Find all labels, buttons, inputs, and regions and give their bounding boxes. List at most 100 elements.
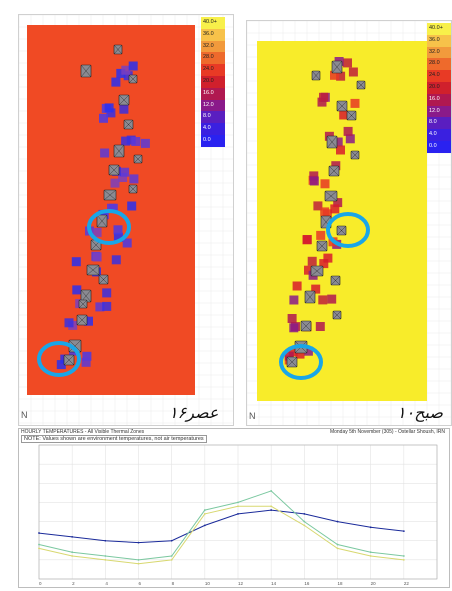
x-tick-label: 16 <box>304 581 310 586</box>
corridor-cell <box>348 67 358 77</box>
series-point <box>303 513 306 515</box>
corridor-cell <box>333 198 343 208</box>
series-line <box>38 509 404 544</box>
series-line <box>38 490 404 561</box>
series-point <box>402 555 405 557</box>
legend-entry: 32.0 <box>427 46 451 59</box>
legend-entry: 24.0 <box>427 70 451 82</box>
building-hatch <box>331 60 343 74</box>
corridor-cell <box>123 71 133 81</box>
building-hatch <box>128 74 138 84</box>
building-hatch <box>336 100 348 112</box>
highlight-circle <box>279 344 323 380</box>
corridor-cell <box>113 225 123 235</box>
building-hatch <box>113 144 125 158</box>
corridor-cell <box>140 138 150 148</box>
corridor-cell <box>71 257 81 267</box>
x-tick-label: 12 <box>238 581 244 586</box>
series-point <box>38 543 40 546</box>
x-tick-label: 20 <box>371 581 377 586</box>
building-hatch <box>332 310 342 320</box>
series-point <box>270 505 273 508</box>
building-hatch <box>328 165 340 177</box>
right-legend: 40.0+ 36.0 32.0 28.0 24.0 20.0 16.0 12.0 8.0 4.0 0… <box>427 23 451 153</box>
corridor-cell <box>284 351 294 361</box>
corridor-cell <box>119 104 129 114</box>
building-hatch <box>304 290 316 304</box>
series-point <box>104 558 107 561</box>
corridor-cell <box>311 284 321 294</box>
left-legend: 40.0+ 36.0 32.0 28.0 24.0 20.0 16.0 12.0 8.0 4.0 0… <box>201 17 225 147</box>
corridor-cell <box>111 77 121 87</box>
corridor-cell <box>309 171 319 181</box>
corridor-cell <box>121 136 131 146</box>
corridor-cell <box>121 65 131 75</box>
chart-note: NOTE: Values shown are environment tempe… <box>21 435 207 443</box>
corridor-cell <box>102 288 112 298</box>
building-hatch <box>68 339 82 353</box>
corridor-cell <box>343 126 353 136</box>
legend-entry: 20.0 <box>427 81 451 94</box>
building-hatch <box>336 225 347 236</box>
series-point <box>104 555 107 557</box>
corridor-cell <box>320 179 330 189</box>
series-point <box>237 505 239 508</box>
corridor-cell <box>333 137 343 147</box>
corridor-cell <box>307 256 317 266</box>
series-point <box>170 558 173 561</box>
series-point <box>270 509 273 511</box>
building-hatch <box>63 354 75 366</box>
series-point <box>170 555 173 557</box>
corridor-cell <box>92 227 102 237</box>
series-point <box>170 539 173 542</box>
corridor-cell <box>116 68 126 78</box>
building-hatch <box>113 44 123 55</box>
corridor-cell <box>317 97 327 107</box>
corridor-cell <box>330 204 340 214</box>
corridor-cell <box>316 230 326 240</box>
corridor-cell <box>289 323 299 333</box>
building-hatch <box>96 214 108 228</box>
building-hatch <box>123 119 134 130</box>
legend-entry: 16.0 <box>201 87 225 100</box>
corridor-cell <box>72 285 82 295</box>
building-hatch <box>98 274 109 285</box>
corridor-cell <box>128 61 138 71</box>
right-caption: ۱۰صبح <box>397 403 443 422</box>
x-tick-label: 6 <box>139 581 142 586</box>
x-tick-label: 22 <box>404 581 410 586</box>
building-hatch <box>326 135 338 149</box>
corridor-cell <box>111 255 121 265</box>
building-hatch <box>310 265 324 277</box>
series-point <box>71 535 74 538</box>
corridor-cell <box>289 295 299 305</box>
corridor-cell <box>64 318 74 328</box>
legend-entry: 20.0 <box>201 75 225 88</box>
series-line <box>38 505 404 565</box>
left-caption: ۱۶عصر <box>169 403 219 422</box>
corridor-cell <box>81 357 91 367</box>
corridor-cell <box>106 108 116 118</box>
map-background <box>257 41 427 401</box>
left-thermal-map: 40.0+ 36.0 32.0 28.0 24.0 20.0 16.0 12.0 8.0 4.0 0… <box>18 14 234 426</box>
series-point <box>137 562 140 565</box>
building-hatch <box>80 64 92 78</box>
building-hatch <box>103 189 117 201</box>
x-tick-label: 4 <box>105 581 108 586</box>
legend-entry: 4.0 <box>201 123 225 135</box>
legend-entry: 12.0 <box>201 99 225 112</box>
corridor-cell <box>118 173 128 182</box>
corridor-cell <box>319 259 329 269</box>
corridor-cell <box>343 58 352 68</box>
legend-entry: 12.0 <box>427 105 451 118</box>
building-hatch <box>330 275 341 286</box>
corridor-cell <box>127 201 137 211</box>
series-point <box>38 532 40 534</box>
x-tick-label: 10 <box>205 581 211 586</box>
series-point <box>203 524 206 527</box>
corridor-cell <box>292 281 302 291</box>
x-tick-label: 18 <box>338 581 344 586</box>
corridor-cell <box>100 148 110 158</box>
highlight-circle <box>326 212 370 248</box>
building-hatch <box>324 190 338 202</box>
